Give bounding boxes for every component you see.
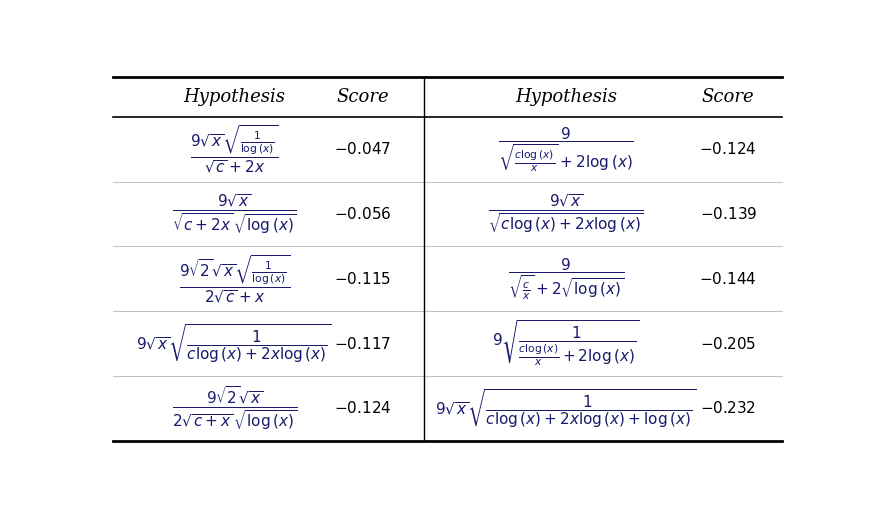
Text: $\dfrac{9}{\sqrt{\frac{c\log{(x)}}{x}}+2\log{(x)}}$: $\dfrac{9}{\sqrt{\frac{c\log{(x)}}{x}}+2… xyxy=(498,125,634,173)
Text: Hypothesis: Hypothesis xyxy=(515,88,617,106)
Text: $-0.232$: $-0.232$ xyxy=(700,400,756,417)
Text: $\dfrac{9\sqrt{x}}{\sqrt{c+2x}\,\sqrt{\log{(x)}}}$: $\dfrac{9\sqrt{x}}{\sqrt{c+2x}\,\sqrt{\l… xyxy=(172,192,297,236)
Text: $-0.139$: $-0.139$ xyxy=(699,206,757,222)
Text: $\dfrac{9\sqrt{2}\sqrt{x}\sqrt{\frac{1}{\log{(x)}}}}{2\sqrt{c}+x}$: $\dfrac{9\sqrt{2}\sqrt{x}\sqrt{\frac{1}{… xyxy=(179,253,290,305)
Text: $\dfrac{9}{\sqrt{\frac{c}{x}}+2\sqrt{\log{(x)}}}$: $\dfrac{9}{\sqrt{\frac{c}{x}}+2\sqrt{\lo… xyxy=(508,256,624,302)
Text: Hypothesis: Hypothesis xyxy=(183,88,285,106)
Text: $-0.117$: $-0.117$ xyxy=(334,336,391,351)
Text: $\dfrac{9\sqrt{x}}{\sqrt{c\log{(x)}+2x\log{(x)}}}$: $\dfrac{9\sqrt{x}}{\sqrt{c\log{(x)}+2x\l… xyxy=(488,193,643,235)
Text: Score: Score xyxy=(336,88,389,106)
Text: $-0.056$: $-0.056$ xyxy=(334,206,392,222)
Text: $\dfrac{9\sqrt{2}\sqrt{x}}{2\sqrt{c+x}\,\sqrt{\log{(x)}}}$: $\dfrac{9\sqrt{2}\sqrt{x}}{2\sqrt{c+x}\,… xyxy=(172,385,297,432)
Text: $\dfrac{9\sqrt{x}\sqrt{\frac{1}{\log{(x)}}}}{\sqrt{c}+2x}$: $\dfrac{9\sqrt{x}\sqrt{\frac{1}{\log{(x)… xyxy=(190,124,278,175)
Text: $-0.124$: $-0.124$ xyxy=(699,141,757,157)
Text: $9\sqrt{\dfrac{1}{\frac{c\log{(x)}}{x}+2\log{(x)}}}$: $9\sqrt{\dfrac{1}{\frac{c\log{(x)}}{x}+2… xyxy=(491,319,640,368)
Text: $9\sqrt{x}\sqrt{\dfrac{1}{c\log{(x)}+2x\log{(x)}+\log{(x)}}}$: $9\sqrt{x}\sqrt{\dfrac{1}{c\log{(x)}+2x\… xyxy=(436,387,697,430)
Text: $-0.115$: $-0.115$ xyxy=(334,271,391,287)
Text: $-0.124$: $-0.124$ xyxy=(334,400,392,417)
Text: $-0.144$: $-0.144$ xyxy=(699,271,757,287)
Text: $-0.047$: $-0.047$ xyxy=(334,141,391,157)
Text: Score: Score xyxy=(702,88,754,106)
Text: $9\sqrt{x}\sqrt{\dfrac{1}{c\log{(x)}+2x\log{(x)}}}$: $9\sqrt{x}\sqrt{\dfrac{1}{c\log{(x)}+2x\… xyxy=(136,322,332,365)
Text: $-0.205$: $-0.205$ xyxy=(700,336,756,351)
